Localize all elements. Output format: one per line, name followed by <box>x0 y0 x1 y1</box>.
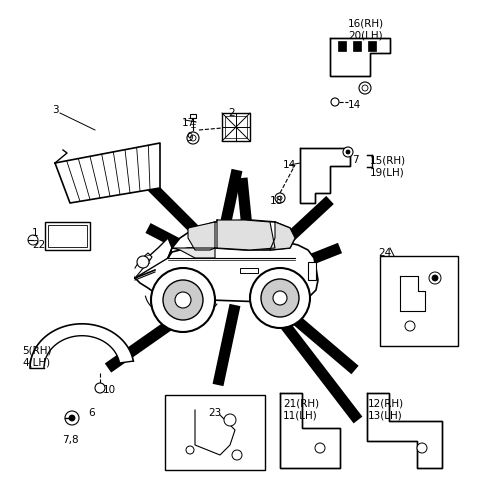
Polygon shape <box>400 276 425 311</box>
Text: 2: 2 <box>228 108 235 118</box>
Text: 19(LH): 19(LH) <box>370 167 405 177</box>
Bar <box>308 262 316 280</box>
Polygon shape <box>280 393 340 468</box>
Circle shape <box>261 279 299 317</box>
Polygon shape <box>30 324 133 368</box>
Circle shape <box>278 196 282 200</box>
Polygon shape <box>188 222 215 250</box>
Text: 9: 9 <box>186 133 192 143</box>
Polygon shape <box>300 148 350 203</box>
Bar <box>338 41 346 51</box>
Text: 18: 18 <box>270 196 283 206</box>
Text: 7,8: 7,8 <box>62 435 79 445</box>
Text: 12(RH): 12(RH) <box>368 398 404 408</box>
Text: 20(LH): 20(LH) <box>348 30 383 40</box>
Text: 21(RH): 21(RH) <box>283 398 319 408</box>
Circle shape <box>331 98 339 106</box>
Polygon shape <box>55 143 160 203</box>
Bar <box>240 268 258 273</box>
Text: 15(RH): 15(RH) <box>370 155 406 165</box>
Polygon shape <box>270 222 295 250</box>
Text: 16(RH): 16(RH) <box>348 18 384 28</box>
Circle shape <box>69 415 75 421</box>
Bar <box>353 41 361 51</box>
Circle shape <box>362 85 368 91</box>
Text: 7: 7 <box>352 155 359 165</box>
Circle shape <box>429 272 441 284</box>
Bar <box>48 225 87 247</box>
Circle shape <box>250 268 310 328</box>
Bar <box>222 113 250 141</box>
Text: 17: 17 <box>182 118 195 128</box>
Circle shape <box>232 450 242 460</box>
Circle shape <box>275 193 285 203</box>
Circle shape <box>151 268 215 332</box>
Bar <box>45 222 90 250</box>
Circle shape <box>359 82 371 94</box>
Bar <box>368 41 376 51</box>
Circle shape <box>417 443 427 453</box>
Circle shape <box>163 280 203 320</box>
Circle shape <box>187 132 199 144</box>
Text: 14: 14 <box>283 160 296 170</box>
Polygon shape <box>330 38 390 76</box>
Circle shape <box>186 446 194 454</box>
Circle shape <box>224 414 236 426</box>
Text: 10: 10 <box>103 385 116 395</box>
Polygon shape <box>367 393 442 468</box>
Circle shape <box>28 235 38 245</box>
Polygon shape <box>217 220 275 250</box>
Text: 6: 6 <box>88 408 95 418</box>
Bar <box>165 395 265 470</box>
Circle shape <box>273 291 287 305</box>
Text: 14: 14 <box>348 100 361 110</box>
Circle shape <box>315 443 325 453</box>
Circle shape <box>95 383 105 393</box>
Polygon shape <box>168 220 295 258</box>
Circle shape <box>65 411 79 425</box>
Polygon shape <box>172 248 215 258</box>
Bar <box>190 114 196 118</box>
Circle shape <box>175 292 191 308</box>
Text: 24: 24 <box>378 248 391 258</box>
Bar <box>380 256 458 346</box>
Circle shape <box>346 150 350 154</box>
Text: 13(LH): 13(LH) <box>368 410 403 420</box>
Text: 22: 22 <box>32 240 45 250</box>
Text: 4(LH): 4(LH) <box>22 357 50 367</box>
Text: 11(LH): 11(LH) <box>283 410 318 420</box>
Circle shape <box>137 256 149 268</box>
Text: 1: 1 <box>32 228 38 238</box>
Circle shape <box>432 275 438 281</box>
Bar <box>225 116 247 138</box>
Circle shape <box>343 147 353 157</box>
Polygon shape <box>135 253 152 278</box>
Text: 23: 23 <box>208 408 222 418</box>
Text: 5(RH): 5(RH) <box>22 345 51 355</box>
Text: 3: 3 <box>52 105 59 115</box>
Circle shape <box>190 135 196 141</box>
Polygon shape <box>135 240 318 302</box>
Polygon shape <box>135 238 172 278</box>
Circle shape <box>405 321 415 331</box>
